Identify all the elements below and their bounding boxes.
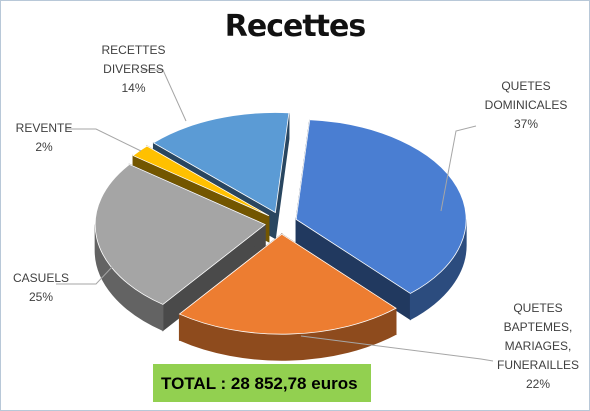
value-label: 37% [513, 117, 539, 131]
leader-line [56, 265, 114, 285]
value-label: 14% [121, 81, 146, 95]
value-label: 22% [525, 377, 551, 391]
value-label: 25% [28, 290, 54, 304]
total-annotation: TOTAL : 28 852,78 euros [153, 364, 371, 402]
slice-top [94, 163, 266, 305]
chart-title: Recettes [224, 9, 366, 44]
category-label: REVENTE [15, 121, 73, 135]
slice [178, 233, 397, 361]
category-label: QUETES BAPTEMES, MARIAGES, FUNERAILLES [496, 301, 580, 372]
data-label: RECETTES DIVERSES 14% [86, 41, 181, 98]
category-label: CASUELS [12, 271, 70, 285]
leader-line [66, 128, 142, 152]
slice-top [152, 112, 290, 214]
category-label: RECETTES DIVERSES [101, 43, 166, 76]
data-label: CASUELS 25% [11, 269, 71, 307]
slice [295, 119, 467, 321]
slice-top [178, 233, 397, 335]
leader-line [440, 125, 477, 212]
data-label: REVENTE 2% [9, 119, 79, 157]
leader-line [141, 69, 187, 122]
category-label: QUETES DOMINICALES [484, 79, 568, 112]
leader-line [300, 335, 494, 362]
slice [94, 163, 266, 332]
slice-top [295, 119, 467, 294]
value-label: 2% [35, 140, 53, 154]
data-label: QUETES BAPTEMES, MARIAGES, FUNERAILLES 22… [493, 299, 583, 394]
data-label: QUETES DOMINICALES 37% [471, 77, 581, 134]
